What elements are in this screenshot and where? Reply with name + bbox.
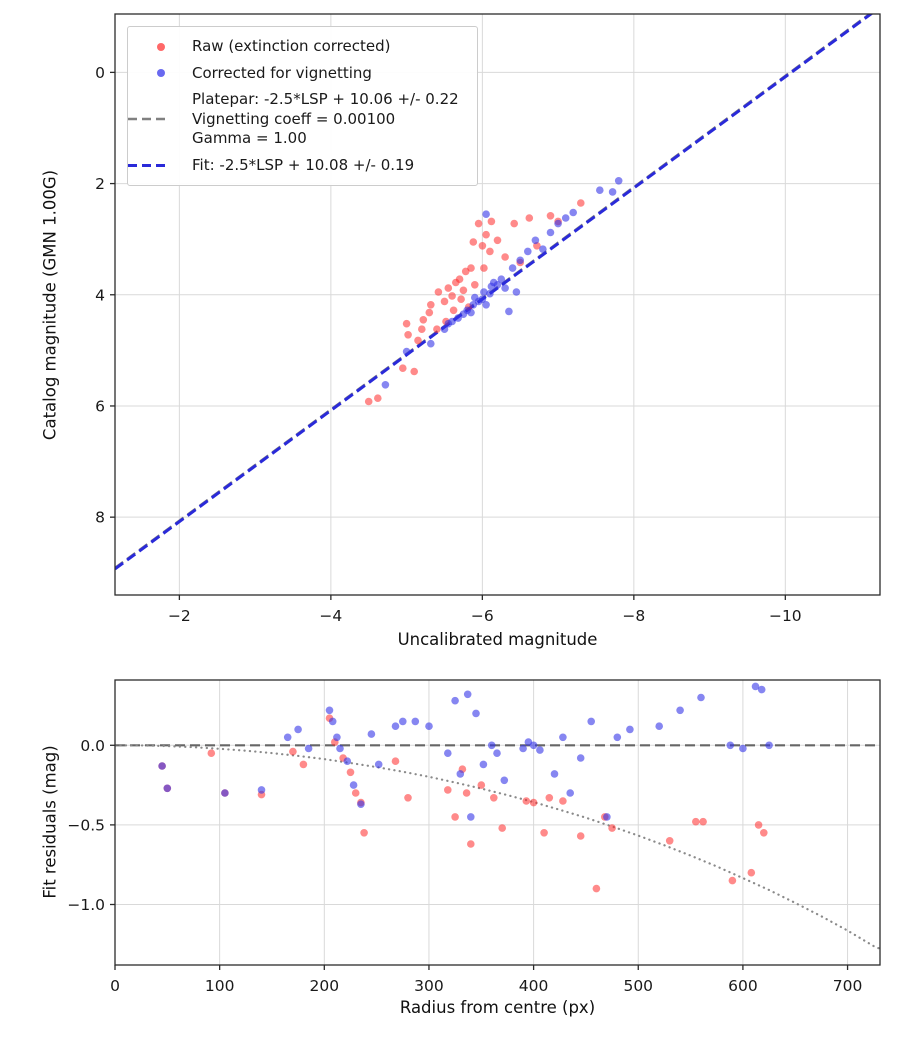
legend-entry-fit: Fit: -2.5*LSP + 10.08 +/- 0.19	[128, 155, 459, 176]
bottom-y-axis-label: Fit residuals (mag)	[40, 745, 60, 899]
legend-platepar-text: Platepar: -2.5*LSP + 10.06 +/- 0.22 Vign…	[192, 90, 459, 147]
legend-fit-label: Fit: -2.5*LSP + 10.08 +/- 0.19	[192, 155, 415, 174]
top-x-axis-label: Uncalibrated magnitude	[397, 630, 598, 649]
svg-text:200: 200	[310, 977, 340, 995]
svg-text:−2: −2	[168, 607, 191, 625]
svg-text:−8: −8	[622, 607, 645, 625]
bottom-x-axis-label: Radius from centre (px)	[399, 998, 596, 1017]
svg-text:−4: −4	[319, 607, 342, 625]
svg-text:700: 700	[833, 977, 863, 995]
legend-entry-raw: Raw (extinction corrected)	[138, 37, 459, 57]
legend-raw-label: Raw (extinction corrected)	[192, 37, 391, 55]
svg-text:4: 4	[95, 286, 105, 304]
svg-text:100: 100	[205, 977, 235, 995]
svg-text:0: 0	[95, 64, 105, 82]
legend-corrected-label: Corrected for vignetting	[192, 63, 372, 82]
svg-text:8: 8	[95, 509, 105, 527]
svg-text:−10: −10	[769, 607, 802, 625]
top-y-axis-label: Catalog magnitude (GMN 1.00G)	[40, 169, 60, 441]
svg-text:300: 300	[414, 977, 444, 995]
legend-entry-corrected: Corrected for vignetting	[138, 64, 459, 84]
svg-text:500: 500	[623, 977, 653, 995]
svg-text:−1.0: −1.0	[67, 896, 105, 914]
corrected-point-marker-icon	[138, 69, 184, 78]
fit-residuals-chart: 0 100 200 300 400 500 600 700 0.0 −0.5 −1.0	[67, 679, 881, 995]
legend-entry-platepar: Platepar: -2.5*LSP + 10.06 +/- 0.22 Vign…	[128, 90, 459, 149]
svg-text:−6: −6	[471, 607, 494, 625]
svg-text:400: 400	[519, 977, 549, 995]
legend: Raw (extinction corrected) Corrected for…	[127, 26, 478, 186]
svg-text:600: 600	[728, 977, 758, 995]
svg-text:0: 0	[110, 977, 120, 995]
svg-text:0.0: 0.0	[80, 737, 105, 755]
raw-point-marker-icon	[138, 42, 184, 51]
svg-text:−0.5: −0.5	[67, 816, 105, 834]
svg-text:6: 6	[95, 397, 105, 415]
svg-text:2: 2	[95, 175, 105, 193]
